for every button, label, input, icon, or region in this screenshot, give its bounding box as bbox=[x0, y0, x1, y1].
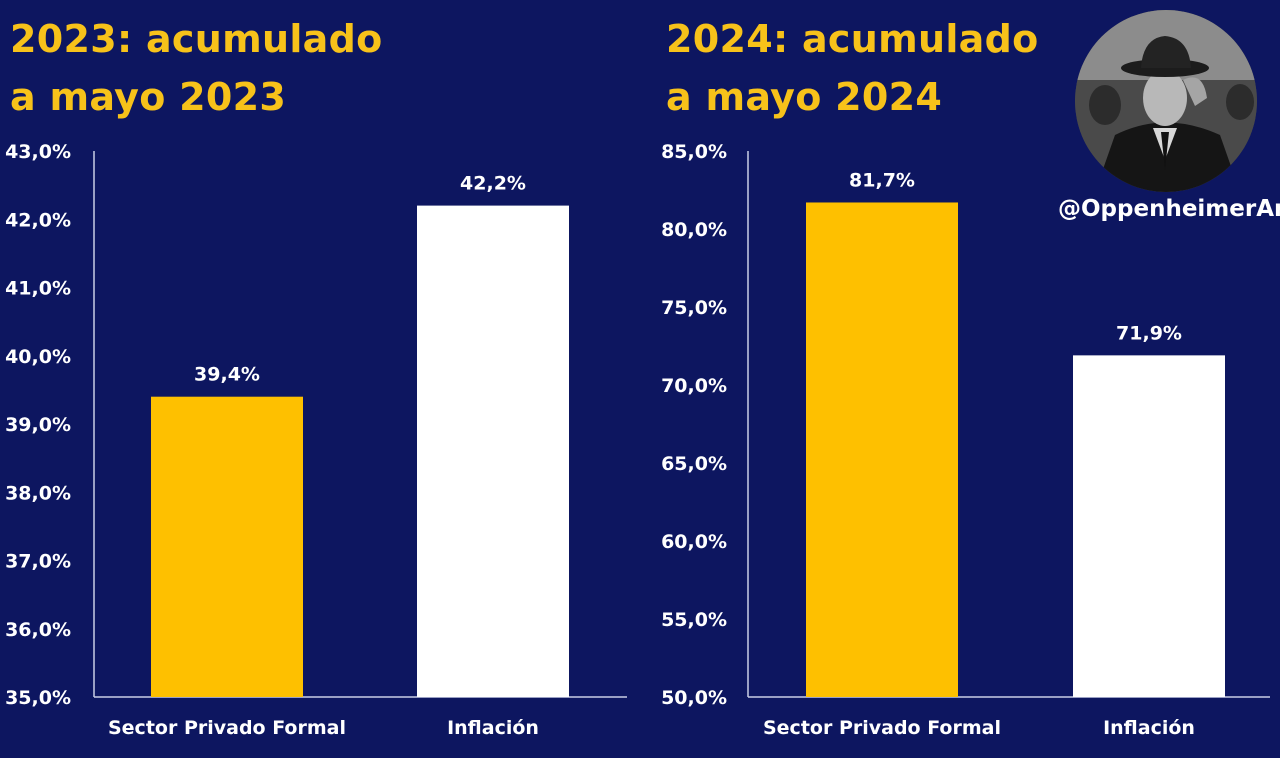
chart-0-y-tick-label: 37,0% bbox=[5, 551, 71, 573]
chart-1-y-tick-label: 55,0% bbox=[661, 609, 727, 631]
chart-title-2024: 2024: acumulado a mayo 2024 bbox=[666, 10, 1086, 126]
chart-title-2024-line-2: a mayo 2024 bbox=[666, 75, 943, 119]
chart-1-y-tick-label: 65,0% bbox=[661, 453, 727, 475]
chart-0-y-tick-label: 41,0% bbox=[5, 278, 71, 300]
author-handle: @OppenheimerAr bbox=[1058, 196, 1280, 222]
chart-1-y-tick-label: 85,0% bbox=[661, 141, 727, 163]
chart-0-data-label: 42,2% bbox=[460, 173, 526, 195]
chart-1-y-tick-label: 50,0% bbox=[661, 687, 727, 709]
chart-1-bar bbox=[1073, 355, 1225, 697]
chart-0-y-tick-label: 38,0% bbox=[5, 482, 71, 504]
chart-0-data-label: 39,4% bbox=[194, 364, 260, 386]
chart-0-y-tick-label: 39,0% bbox=[5, 414, 71, 436]
chart-0-y-tick-label: 43,0% bbox=[5, 141, 71, 163]
chart-1-y-tick-label: 75,0% bbox=[661, 297, 727, 319]
chart-title-2024-line-1: 2024: acumulado bbox=[666, 17, 1039, 61]
chart-0-bar bbox=[417, 205, 569, 697]
avatar-photo bbox=[1075, 10, 1257, 192]
chart-1-data-label: 71,9% bbox=[1116, 322, 1182, 344]
chart-1-data-label: 81,7% bbox=[849, 169, 915, 191]
chart-title-2023: 2023: acumulado a mayo 2023 bbox=[10, 10, 430, 126]
chart-1-category-label: Inflación bbox=[1103, 717, 1195, 739]
chart-0-category-label: Inflación bbox=[447, 717, 539, 739]
chart-1-bar bbox=[806, 202, 958, 698]
chart-0-category-label: Sector Privado Formal bbox=[108, 717, 346, 739]
chart-0-y-tick-label: 36,0% bbox=[5, 619, 71, 641]
chart-title-2023-line-1: 2023: acumulado bbox=[10, 17, 383, 61]
chart-1-y-tick-label: 60,0% bbox=[661, 531, 727, 553]
chart-0-y-tick-label: 35,0% bbox=[5, 687, 71, 709]
chart-1-y-tick-label: 70,0% bbox=[661, 375, 727, 397]
chart-title-2023-line-2: a mayo 2023 bbox=[10, 75, 287, 119]
chart-1-y-tick-label: 80,0% bbox=[661, 219, 727, 241]
chart-1-category-label: Sector Privado Formal bbox=[763, 717, 1001, 739]
chart-0-bar bbox=[151, 396, 303, 697]
chart-0-y-tick-label: 40,0% bbox=[5, 346, 71, 368]
chart-0-y-tick-label: 42,0% bbox=[5, 209, 71, 231]
